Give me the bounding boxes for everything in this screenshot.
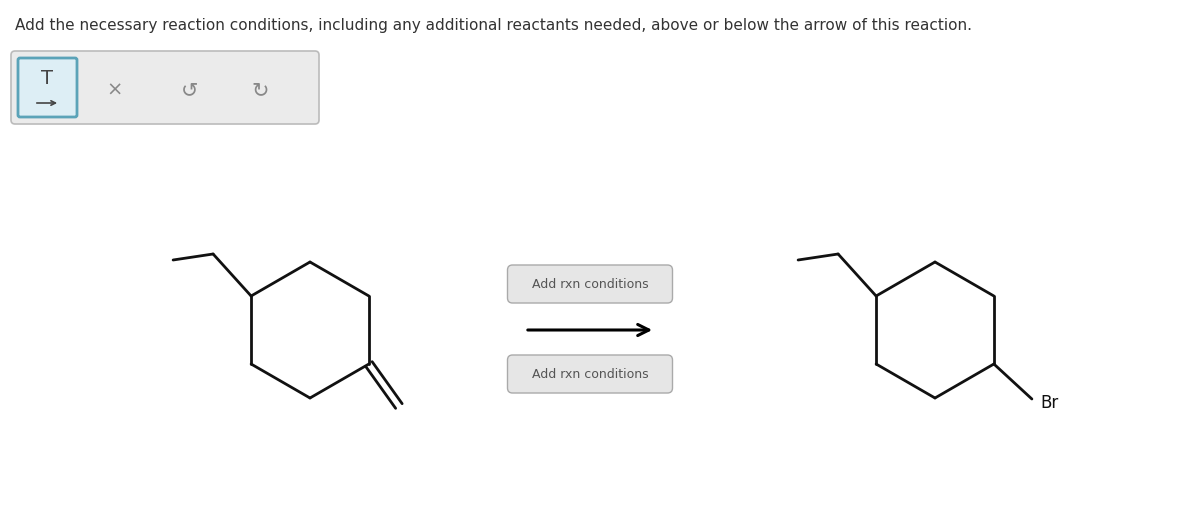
- FancyBboxPatch shape: [508, 265, 672, 303]
- Text: ×: ×: [107, 81, 124, 100]
- FancyBboxPatch shape: [18, 58, 77, 117]
- Text: T: T: [41, 69, 53, 88]
- FancyBboxPatch shape: [11, 51, 319, 124]
- Text: Add the necessary reaction conditions, including any additional reactants needed: Add the necessary reaction conditions, i…: [14, 18, 972, 33]
- Text: Br: Br: [1040, 394, 1058, 412]
- Text: Add rxn conditions: Add rxn conditions: [532, 278, 648, 290]
- Text: Add rxn conditions: Add rxn conditions: [532, 367, 648, 381]
- Text: ↺: ↺: [181, 80, 199, 100]
- Text: ↻: ↻: [251, 80, 269, 100]
- FancyBboxPatch shape: [508, 355, 672, 393]
